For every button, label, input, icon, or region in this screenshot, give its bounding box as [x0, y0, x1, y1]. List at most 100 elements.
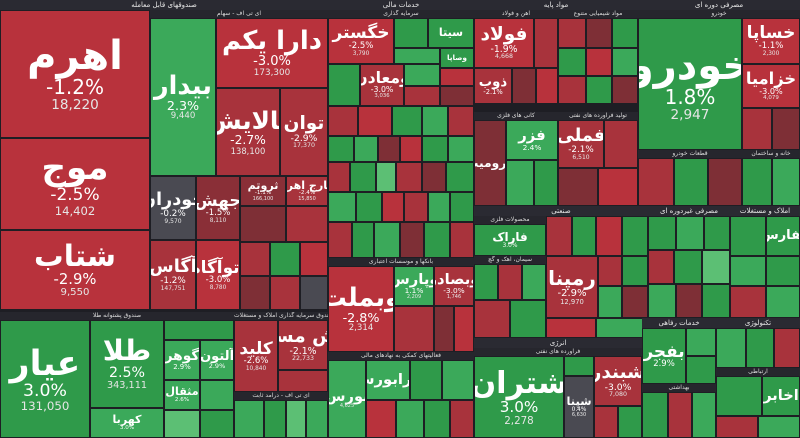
tile-ramena[interactable]: رمپنا -2.9% 12,970: [546, 256, 598, 318]
tile-filler[interactable]: [450, 400, 474, 438]
tile-filler[interactable]: [774, 328, 800, 368]
tile-filler[interactable]: [300, 242, 328, 276]
tile-filler[interactable]: [240, 206, 286, 242]
tile-kelid[interactable]: کلید -2.6% 10,840: [234, 320, 278, 392]
tile-filler[interactable]: [708, 158, 742, 206]
tile-filler[interactable]: [546, 318, 596, 338]
tile-filler[interactable]: [424, 222, 450, 258]
tile-filler[interactable]: [354, 136, 378, 162]
tile-filler[interactable]: [564, 356, 594, 376]
tile-kroumit[interactable]: کرومیت: [474, 120, 506, 206]
tile-filler[interactable]: [270, 276, 300, 310]
tile-filler[interactable]: [474, 300, 510, 338]
tile-filler[interactable]: [716, 416, 758, 438]
tile-atrgah[interactable]: اتوآگاه-3.0%8,780: [196, 240, 240, 310]
tile-filler[interactable]: [716, 328, 746, 368]
tile-filler[interactable]: [506, 160, 534, 206]
tile-filler[interactable]: [558, 48, 586, 76]
tile-filler[interactable]: [674, 158, 708, 206]
tile-filler[interactable]: [454, 306, 474, 352]
tile-shepna[interactable]: شپنا 0.4% 6,630: [564, 376, 594, 438]
tile-khasapa[interactable]: خساپا -1.1% 2,300: [742, 18, 800, 64]
tile-filler[interactable]: [586, 76, 612, 104]
tile-jahesh[interactable]: جهش -1.5% 8,110: [196, 176, 240, 240]
tile-filler[interactable]: [446, 162, 474, 192]
tile-filler[interactable]: [638, 158, 674, 206]
tile-bidar[interactable]: بیدار 2.3% 9,440: [150, 18, 216, 176]
tile-bours[interactable]: بورس4,625: [328, 360, 366, 438]
tile-alton[interactable]: آلتون 2.9%: [200, 340, 234, 380]
tile-filler[interactable]: [668, 392, 692, 438]
tile-filler[interactable]: [598, 286, 622, 318]
tile-mowj[interactable]: موج -2.5% 14,402: [0, 138, 150, 230]
tile-filler[interactable]: [648, 284, 676, 318]
tile-filler[interactable]: [264, 400, 286, 438]
tile-filler[interactable]: [404, 86, 440, 106]
tile-filler[interactable]: [612, 76, 638, 104]
tile-filler[interactable]: [434, 306, 454, 352]
tile-filler[interactable]: [328, 162, 350, 192]
tile-filler[interactable]: [450, 192, 474, 222]
tile-filler[interactable]: [622, 256, 648, 286]
tile-boyjar[interactable]: بفجر 2.9%: [642, 328, 686, 384]
tile-filler[interactable]: [546, 216, 572, 256]
tile-filler[interactable]: [598, 256, 622, 286]
tile-filler[interactable]: [328, 136, 354, 162]
tile-filler[interactable]: [200, 410, 234, 438]
tile-filler[interactable]: [392, 106, 422, 136]
tile-filler[interactable]: [692, 392, 716, 438]
tile-filler[interactable]: [366, 400, 396, 438]
tile-teroutom[interactable]: ثروتم -1.1% 166,100: [240, 176, 286, 206]
tile-filler[interactable]: [328, 222, 352, 258]
tile-filler[interactable]: [440, 86, 474, 106]
tile-filler[interactable]: [350, 162, 376, 192]
tile-tafars[interactable]: ثفارس: [766, 216, 800, 256]
tile-filler[interactable]: [594, 406, 618, 438]
tile-filler[interactable]: [558, 18, 586, 48]
tile-filler[interactable]: [300, 276, 328, 310]
tile-filler[interactable]: [622, 216, 648, 256]
tile-filler[interactable]: [448, 136, 474, 162]
tile-filler[interactable]: [534, 18, 558, 68]
tile-filler[interactable]: [376, 162, 396, 192]
tile-filler[interactable]: [596, 318, 648, 338]
tile-filler[interactable]: [240, 242, 270, 276]
tile-faraz[interactable]: فزر 2.4%: [506, 120, 558, 160]
tile-filler[interactable]: [358, 106, 392, 136]
tile-khazamia[interactable]: خزامیا -3.0% 4,079: [742, 64, 800, 108]
tile-filler[interactable]: [410, 360, 442, 400]
tile-vepars[interactable]: وپارس1.1%2,209: [394, 266, 434, 306]
tile-folad[interactable]: فولاد -1.9% 4,668: [474, 18, 534, 68]
tile-darayekom[interactable]: دارا یکم -3.0% 173,300: [216, 18, 328, 88]
tile-filler[interactable]: [400, 136, 422, 162]
tile-filler[interactable]: [534, 160, 558, 206]
tile-faraak[interactable]: فاراک 3.0%: [474, 224, 546, 256]
tile-ahrom[interactable]: اهرم -1.2% 18,220: [0, 10, 150, 138]
tile-filler[interactable]: [286, 206, 328, 242]
tile-filler[interactable]: [270, 242, 300, 276]
tile-filler[interactable]: [394, 18, 428, 48]
tile-filler[interactable]: [382, 192, 404, 222]
tile-filler[interactable]: [394, 48, 440, 64]
tile-filler[interactable]: [396, 162, 422, 192]
tile-vebemlat[interactable]: وبملت-2.8%2,314: [328, 266, 394, 352]
tile-filler[interactable]: [522, 264, 546, 300]
tile-shetran[interactable]: شتران 3.0% 2,278: [474, 356, 564, 438]
tile-kahroba[interactable]: کهربا 3.0%: [90, 408, 164, 438]
tile-filler[interactable]: [394, 306, 434, 352]
tile-filler[interactable]: [648, 250, 674, 284]
tile-filler[interactable]: [730, 256, 766, 286]
tile-filler[interactable]: [676, 216, 704, 250]
tile-filler[interactable]: [474, 264, 498, 300]
tile-filler[interactable]: [586, 48, 612, 76]
tile-filler[interactable]: [742, 108, 772, 150]
tile-filler[interactable]: [642, 392, 668, 438]
tile-filler[interactable]: [558, 76, 586, 104]
tile-tala[interactable]: طلا 2.5% 343,111: [90, 320, 164, 408]
tile-ayar[interactable]: عیار 3.0% 131,050: [0, 320, 90, 438]
tile-filler[interactable]: [704, 216, 730, 250]
tile-shetab[interactable]: شتاب -2.9% 9,550: [0, 230, 150, 310]
tile-filler[interactable]: [746, 328, 774, 368]
tile-vesadr[interactable]: وبصادر-3.0%1,746: [434, 266, 474, 306]
tile-filler[interactable]: [596, 216, 622, 256]
